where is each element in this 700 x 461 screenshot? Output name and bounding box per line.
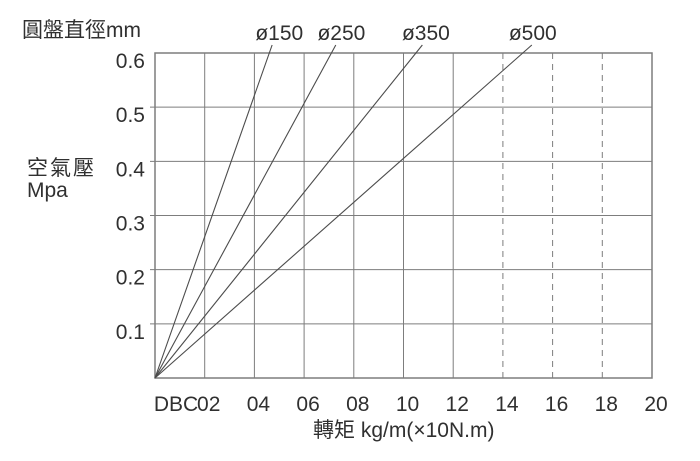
x-axis-title: 轉矩 kg/m(×10N.m) <box>313 419 495 442</box>
y-tick-label: 0.5 <box>116 104 145 127</box>
y-tick-label: 0.2 <box>116 267 145 290</box>
plot-border <box>154 52 653 379</box>
y-tick-label: 0.1 <box>116 321 145 344</box>
y-tick-label: 0.4 <box>116 158 146 181</box>
y-axis-title-text: 空氣壓 <box>27 157 96 180</box>
x-tick-label: 10 <box>396 393 419 416</box>
x-tick-label: 06 <box>296 393 319 416</box>
series-label: ø150 <box>255 22 303 45</box>
x-tick-label: 04 <box>247 393 271 416</box>
y-tick-label: 0.6 <box>116 50 145 73</box>
x-axis-prefix-label: DBC <box>154 393 198 416</box>
series-label: ø500 <box>509 22 557 45</box>
x-tick-label: 16 <box>545 393 568 416</box>
series-line <box>154 44 273 379</box>
x-tick-label: 12 <box>446 393 469 416</box>
y-tick-label: 0.3 <box>116 213 145 236</box>
y-axis-title: 空氣壓 Mpa <box>27 158 96 202</box>
x-tick-label: 20 <box>644 393 667 416</box>
x-tick-label: 08 <box>346 393 369 416</box>
series-label: ø350 <box>402 22 450 45</box>
series-label: ø250 <box>317 22 365 45</box>
x-tick-label: 14 <box>495 393 519 416</box>
x-tick-label: 18 <box>595 393 618 416</box>
series-line <box>154 44 533 379</box>
x-tick-label: 02 <box>197 393 220 416</box>
series-line <box>154 44 423 379</box>
series-line <box>154 44 337 379</box>
y-axis-title-unit: Mpa <box>27 179 68 202</box>
diameter-axis-title: 圓盤直徑mm <box>22 19 141 42</box>
